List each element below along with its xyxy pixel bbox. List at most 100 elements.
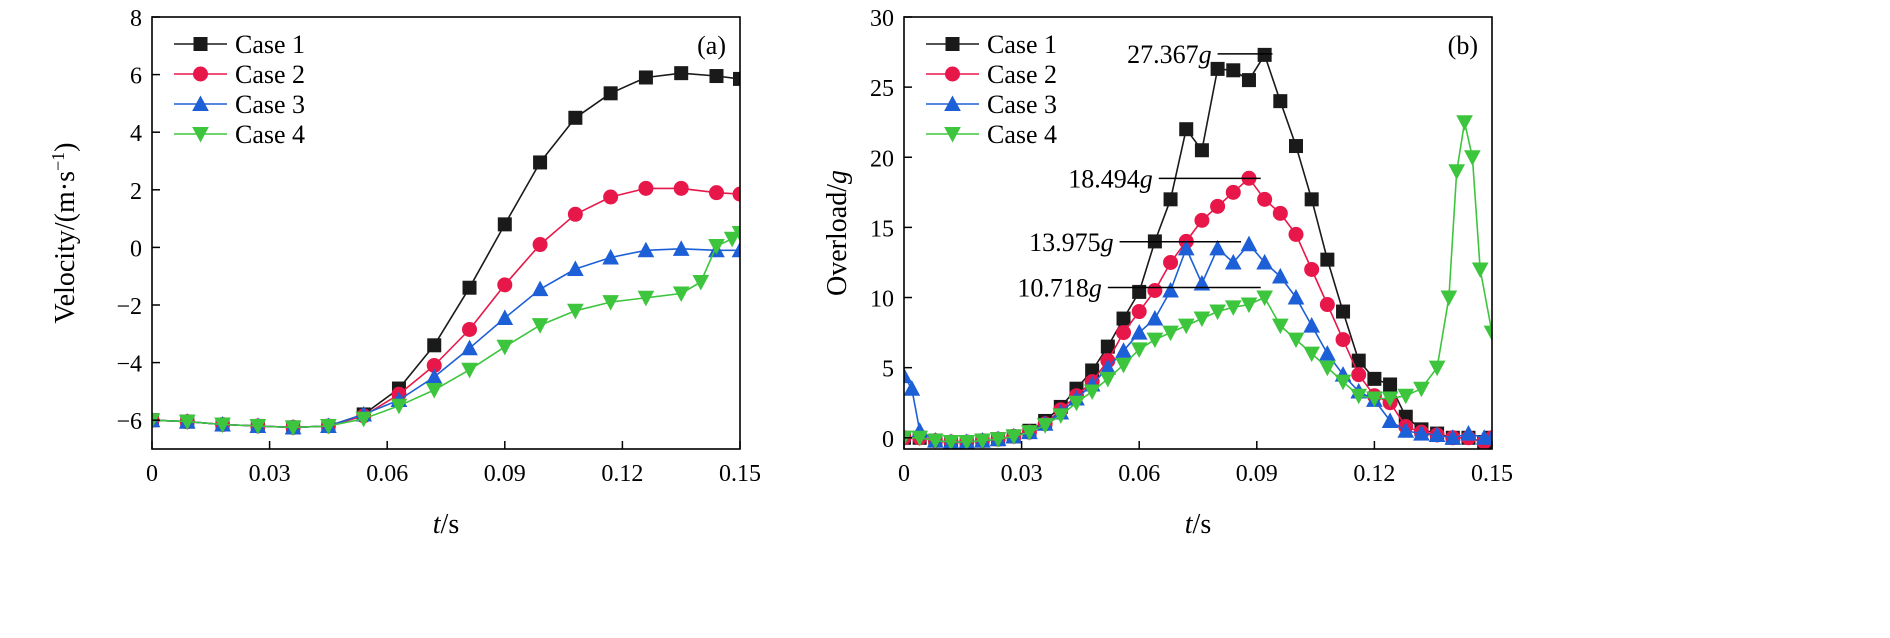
y-tick-label: −6	[116, 409, 142, 435]
data-point-case-2	[567, 206, 583, 222]
data-point-case-4	[1209, 304, 1226, 321]
y-tick-label: 30	[870, 6, 894, 32]
data-point-case-3	[1428, 426, 1446, 442]
data-point-case-4	[974, 433, 991, 449]
legend-marker-case-2	[193, 66, 208, 82]
data-point-case-2	[603, 189, 619, 205]
data-point-case-2	[1194, 212, 1210, 228]
data-point-case-4	[214, 417, 231, 434]
data-point-case-2	[1319, 297, 1335, 313]
x-axis-var: t	[1185, 509, 1194, 540]
data-point-case-2	[732, 186, 740, 202]
y-tick-label: 0	[130, 236, 142, 262]
axes-frame	[151, 16, 741, 450]
annotation-label: 13.975g	[1029, 228, 1114, 257]
data-point-case-2	[708, 185, 724, 201]
data-point-case-4	[1448, 164, 1466, 180]
data-point-case-4	[672, 286, 690, 303]
x-tick-label: 0	[146, 461, 158, 487]
data-point-case-3	[1130, 324, 1148, 340]
legend-marker-case-4	[944, 127, 961, 143]
y-tick-label: 10	[870, 287, 894, 313]
data-point-case-4	[1483, 325, 1492, 342]
data-point-case-4	[1366, 391, 1383, 408]
legend-label-case-4: Case 4	[235, 120, 305, 149]
data-point-case-4	[1005, 429, 1023, 445]
data-point-case-2	[1335, 332, 1351, 348]
data-point-case-4	[1146, 332, 1164, 349]
x-tick-label: 0.12	[1353, 461, 1395, 487]
data-point-case-2	[1272, 205, 1288, 221]
data-point-case-3	[1146, 309, 1164, 326]
annotation-value: 10.718	[1017, 273, 1089, 302]
data-point-case-4	[1052, 408, 1070, 424]
data-point-case-4	[1240, 297, 1258, 314]
data-point-case-4	[1224, 300, 1242, 316]
data-point-case-3	[904, 380, 921, 396]
data-point-case-4	[1456, 115, 1473, 131]
data-point-case-4	[1440, 290, 1458, 307]
panel-label: (a)	[697, 31, 726, 60]
data-point-case-1	[1383, 377, 1398, 392]
data-point-case-3	[1224, 253, 1242, 270]
data-point-case-2	[1163, 254, 1179, 270]
x-axis-unit: /s	[441, 509, 460, 540]
data-point-case-4	[1036, 418, 1054, 434]
data-point-case-2	[1351, 367, 1367, 383]
data-point-case-1	[1226, 63, 1241, 78]
y-tick-label: 4	[130, 121, 142, 147]
data-point-case-2	[462, 321, 478, 337]
data-point-case-4	[1068, 395, 1085, 412]
annotation-unit: g	[1140, 164, 1153, 193]
data-point-case-2	[1131, 304, 1147, 320]
series-line-case-4	[152, 232, 740, 429]
data-point-case-4	[1115, 357, 1132, 374]
data-point-case-1	[1132, 284, 1147, 299]
x-tick-label: 0.09	[1236, 461, 1278, 487]
data-point-case-4	[1428, 360, 1446, 377]
legend-marker-case-1	[945, 37, 960, 51]
y-tick-label: 5	[882, 357, 894, 383]
y-tick-label: 6	[130, 64, 142, 90]
data-point-case-4	[567, 303, 584, 320]
data-point-case-3	[1413, 425, 1430, 441]
data-point-case-3	[567, 260, 584, 276]
data-point-case-4	[1334, 374, 1352, 391]
data-point-case-1	[1194, 143, 1209, 158]
data-point-case-1	[709, 69, 724, 84]
data-point-case-4	[1256, 290, 1273, 307]
legend-label-case-3: Case 3	[987, 90, 1057, 119]
data-point-case-3	[1256, 253, 1273, 270]
panel-label: (b)	[1448, 31, 1478, 60]
legend-label-case-2: Case 2	[235, 60, 305, 89]
data-point-case-2	[1116, 325, 1132, 341]
annotation-unit: g	[1199, 40, 1212, 69]
data-point-case-1	[1336, 304, 1351, 319]
panel-a: 0 0.03 0.06 0.09 0.12 0.15 −6 −4 −2 0 2 4 6 8 t/s Veloc…	[48, 6, 761, 540]
x-axis-label: t/s	[1185, 509, 1211, 540]
data-point-case-4	[1130, 342, 1148, 358]
data-point-case-1	[1179, 122, 1194, 137]
data-point-case-3	[1193, 274, 1211, 291]
x-tick-label: 0.15	[719, 461, 761, 487]
data-point-case-4	[1319, 360, 1336, 377]
legend-marker-case-3	[192, 95, 209, 111]
data-point-case-4	[461, 362, 478, 379]
data-point-case-3	[1115, 342, 1132, 358]
data-point-case-2	[638, 180, 654, 196]
data-point-case-4	[1099, 371, 1117, 388]
data-point-case-4	[320, 418, 337, 435]
x-tick-label: 0.09	[484, 461, 526, 487]
data-point-case-1	[1320, 252, 1335, 267]
data-point-case-4	[958, 434, 976, 449]
y-tick-label: −2	[116, 294, 142, 320]
data-point-case-4	[927, 433, 944, 449]
y-axis-var: g	[822, 170, 853, 184]
data-point-case-1	[1304, 192, 1319, 207]
x-axis-label: t/s	[433, 509, 459, 540]
x-tick-label: 0.03	[1001, 461, 1043, 487]
data-point-case-4	[1193, 311, 1211, 328]
